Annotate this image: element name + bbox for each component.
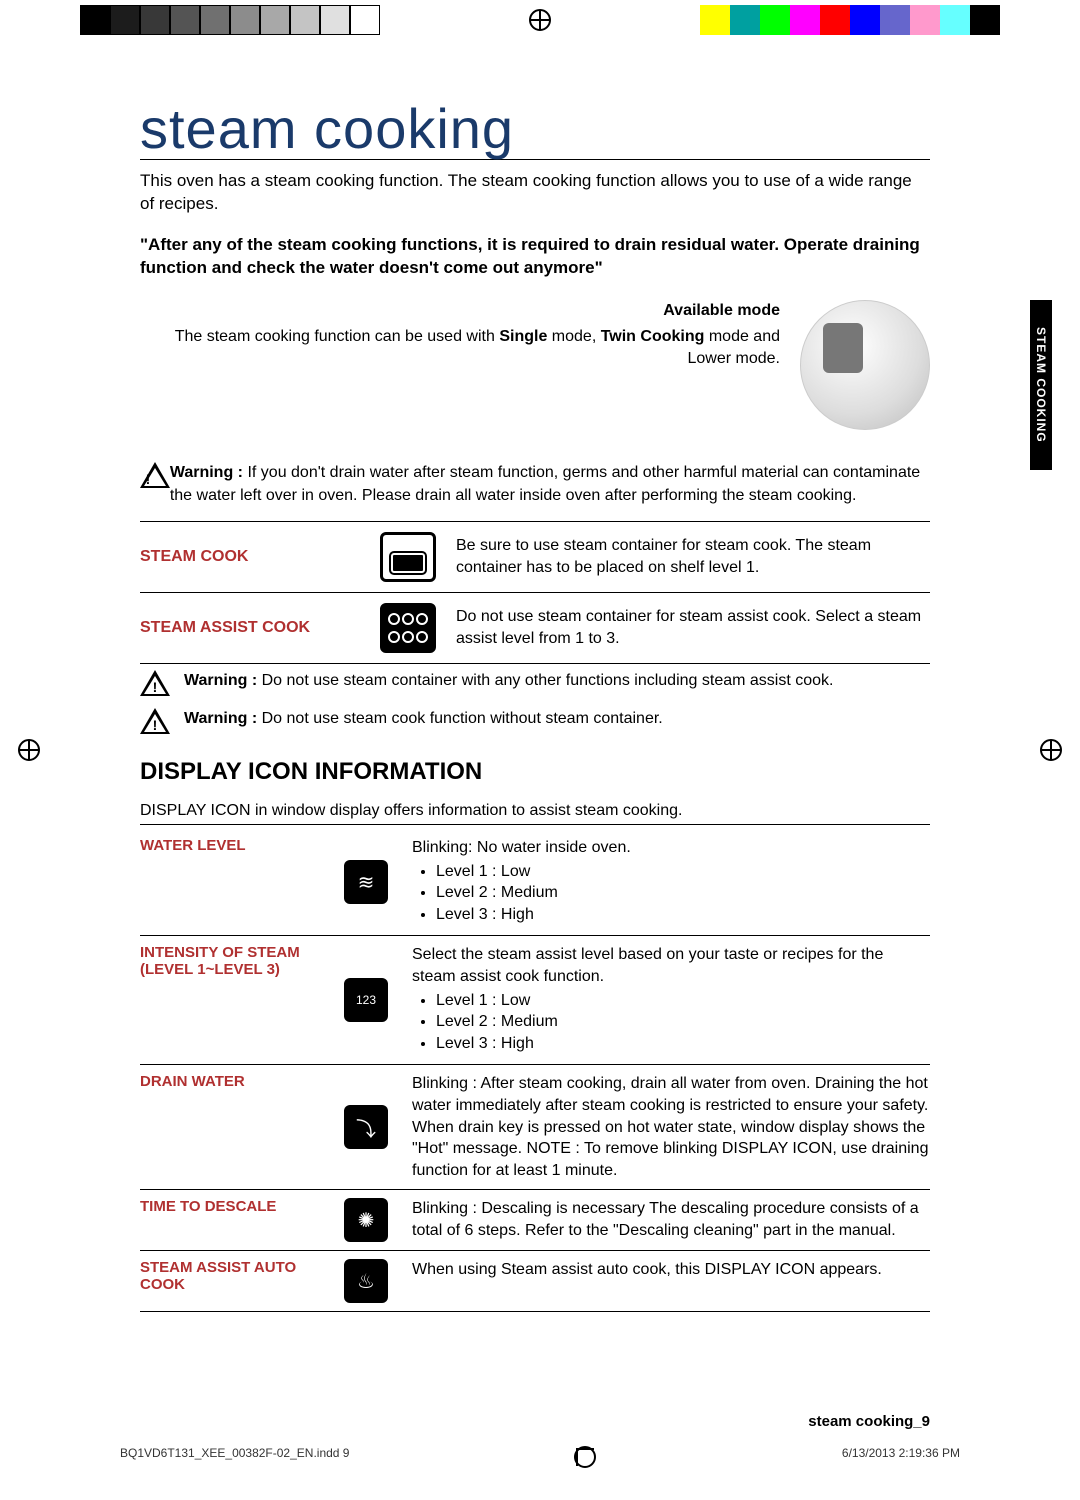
steam-cook-icon: [380, 532, 436, 582]
warning-block: ! Warning : If you don't drain water aft…: [140, 452, 930, 522]
warning-label: Warning :: [170, 464, 243, 481]
drain-water-icon: ⤵: [344, 1105, 388, 1149]
disp-row-desc: Blinking: No water inside oven. Level 1 …: [412, 837, 930, 927]
section-intro: DISPLAY ICON in window display offers in…: [140, 802, 930, 825]
disp-row-desc: Blinking : Descaling is necessary The de…: [412, 1198, 930, 1242]
mode-text-bold: Twin Cooking: [601, 328, 705, 345]
disp-row-label: WATER LEVEL: [140, 837, 320, 927]
mode-row-desc: Be sure to use steam container for steam…: [456, 535, 930, 580]
disp-row-desc: Select the steam assist level based on y…: [412, 944, 930, 1056]
imprint-date: 6/13/2013 2:19:36 PM: [842, 1446, 960, 1468]
intensity-icon: 123: [344, 978, 388, 1022]
section-heading: DISPLAY ICON INFORMATION: [140, 758, 930, 786]
warning-label: Warning :: [184, 672, 257, 689]
warning-text: Do not use steam cook function without s…: [262, 710, 663, 727]
registration-mark-icon: [1040, 739, 1062, 761]
available-mode-heading: Available mode: [140, 300, 780, 322]
intro-text: This oven has a steam cooking function. …: [140, 170, 930, 216]
water-level-icon: ≋: [344, 860, 388, 904]
mode-row-label: STEAM ASSIST COOK: [140, 619, 360, 637]
display-icon-table: WATER LEVEL ≋ Blinking: No water inside …: [140, 829, 930, 1312]
disp-row-label: DRAIN WATER: [140, 1073, 320, 1181]
disp-row-desc: When using Steam assist auto cook, this …: [412, 1259, 930, 1303]
warning-label: Warning :: [184, 710, 257, 727]
proof-marks-top: [0, 0, 1080, 40]
section-tab: STEAM COOKING: [1030, 300, 1052, 470]
disp-row-label: TIME TO DESCALE: [140, 1198, 320, 1242]
registration-mark-icon: [18, 739, 40, 761]
steam-assist-icon: [380, 603, 436, 653]
warning-text: Do not use steam container with any othe…: [262, 672, 834, 689]
mode-text-part: mode,: [547, 328, 600, 345]
warning-icon: !: [140, 462, 156, 488]
available-mode-block: Available mode The steam cooking functio…: [140, 300, 930, 430]
warning-block: ! Warning : Do not use steam container w…: [140, 664, 930, 702]
mode-text-part: The steam cooking function can be used w…: [175, 328, 500, 345]
page-footer: steam cooking_9: [808, 1413, 930, 1430]
steam-mode-table: STEAM COOK Be sure to use steam containe…: [140, 522, 930, 664]
imprint-file: BQ1VD6T131_XEE_00382F-02_EN.indd 9: [120, 1446, 349, 1468]
drain-callout: "After any of the steam cooking function…: [140, 233, 930, 281]
warning-text: If you don't drain water after steam fun…: [170, 464, 920, 503]
mode-text-bold: Single: [499, 328, 547, 345]
disp-row-label: STEAM ASSIST AUTO COOK: [140, 1259, 320, 1303]
page-content: steam cooking This oven has a steam cook…: [140, 100, 930, 1312]
steam-auto-icon: ♨: [344, 1259, 388, 1303]
warning-icon: !: [140, 670, 170, 696]
oven-dial-icon: [800, 300, 930, 430]
registration-mark-icon: [529, 9, 551, 31]
disp-row-desc: Blinking : After steam cooking, drain al…: [412, 1073, 930, 1181]
warning-block: ! Warning : Do not use steam cook functi…: [140, 702, 930, 740]
mode-row-desc: Do not use steam container for steam ass…: [456, 606, 930, 651]
page-title: steam cooking: [140, 100, 930, 159]
descale-icon: ✺: [344, 1198, 388, 1242]
registration-mark-icon: [574, 1446, 596, 1468]
mode-row-label: STEAM COOK: [140, 548, 360, 566]
disp-row-label: INTENSITY OF STEAM (Level 1~Level 3): [140, 944, 320, 1056]
imprint-bar: BQ1VD6T131_XEE_00382F-02_EN.indd 9 6/13/…: [120, 1446, 960, 1468]
warning-icon: !: [140, 708, 170, 734]
